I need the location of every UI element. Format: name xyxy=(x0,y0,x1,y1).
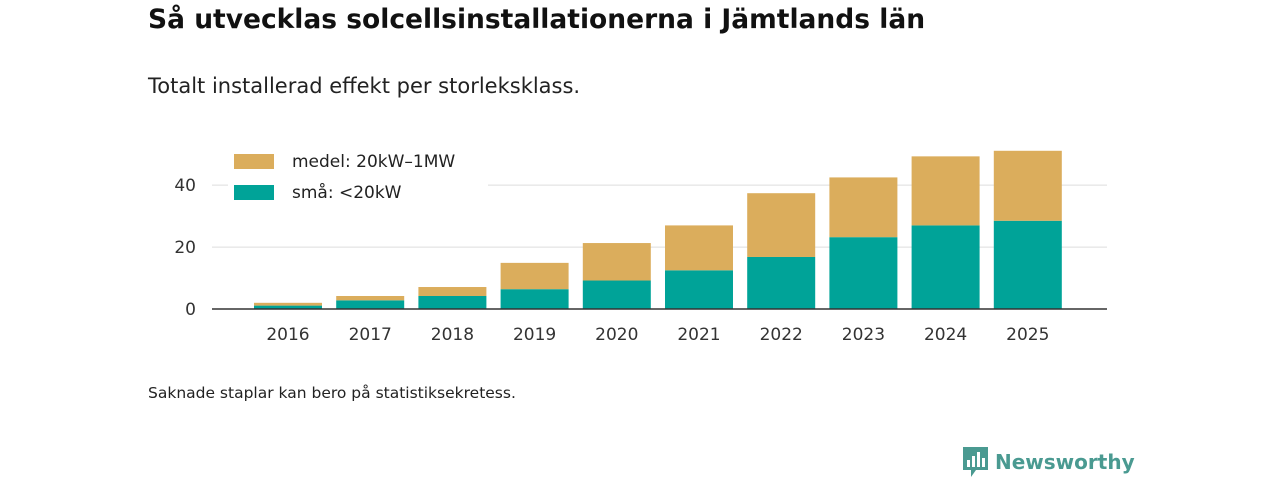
x-tick-label: 2019 xyxy=(513,325,556,345)
x-tick-label: 2023 xyxy=(842,325,885,345)
bar-medel-2025 xyxy=(993,150,1062,221)
newsworthy-logo-icon xyxy=(963,447,988,477)
legend-label: medel: 20kW–1MW xyxy=(292,152,455,172)
bar-medel-2016 xyxy=(254,302,322,306)
footnote: Saknade staplar kan bero på statistiksek… xyxy=(148,384,516,402)
y-tick-label: 0 xyxy=(185,300,196,320)
bar-sma-2025 xyxy=(993,220,1062,309)
bar-medel-2019 xyxy=(500,262,569,290)
y-tick-label: 40 xyxy=(174,176,196,196)
legend-swatch xyxy=(234,185,274,200)
x-tick-label: 2017 xyxy=(349,325,392,345)
y-tick-label: 20 xyxy=(174,238,196,258)
bar-sma-2021 xyxy=(665,270,733,309)
bar-sma-2017 xyxy=(336,300,405,309)
x-tick-label: 2022 xyxy=(760,325,803,345)
bar-medel-2017 xyxy=(336,295,405,301)
bar-sma-2018 xyxy=(418,295,487,309)
bar-sma-2023 xyxy=(829,237,898,309)
legend-swatch xyxy=(234,154,274,169)
x-tick-label: 2020 xyxy=(595,325,638,345)
chart-subtitle: Totalt installerad effekt per storlekskl… xyxy=(148,74,581,98)
bar-sma-2020 xyxy=(582,280,651,309)
bar-medel-2023 xyxy=(829,177,898,238)
bar-medel-2020 xyxy=(582,243,651,281)
chart-title: Så utvecklas solcellsinstallationerna i … xyxy=(148,4,926,35)
x-tick-label: 2024 xyxy=(924,325,967,345)
x-tick-label: 2021 xyxy=(677,325,720,345)
x-tick-label: 2016 xyxy=(266,325,309,345)
bar-sma-2024 xyxy=(911,225,980,309)
legend-label: små: <20kW xyxy=(292,182,402,203)
chart-area: 0 20 40 2016 2017 2018 2019 2020 2021 2022 2023 202… xyxy=(174,150,1107,345)
bar-medel-2018 xyxy=(418,287,487,296)
bar-medel-2021 xyxy=(665,225,733,271)
newsworthy-logo: Newsworthy xyxy=(962,446,1135,478)
bar-sma-2022 xyxy=(747,256,816,309)
x-tick-label: 2025 xyxy=(1006,325,1049,345)
bar-sma-2019 xyxy=(500,289,569,309)
bar-medel-2024 xyxy=(911,156,980,226)
bar-sma-2016 xyxy=(254,305,322,309)
x-tick-label: 2018 xyxy=(431,325,474,345)
newsworthy-logo-text: Newsworthy xyxy=(995,450,1135,474)
bar-medel-2022 xyxy=(747,193,816,257)
